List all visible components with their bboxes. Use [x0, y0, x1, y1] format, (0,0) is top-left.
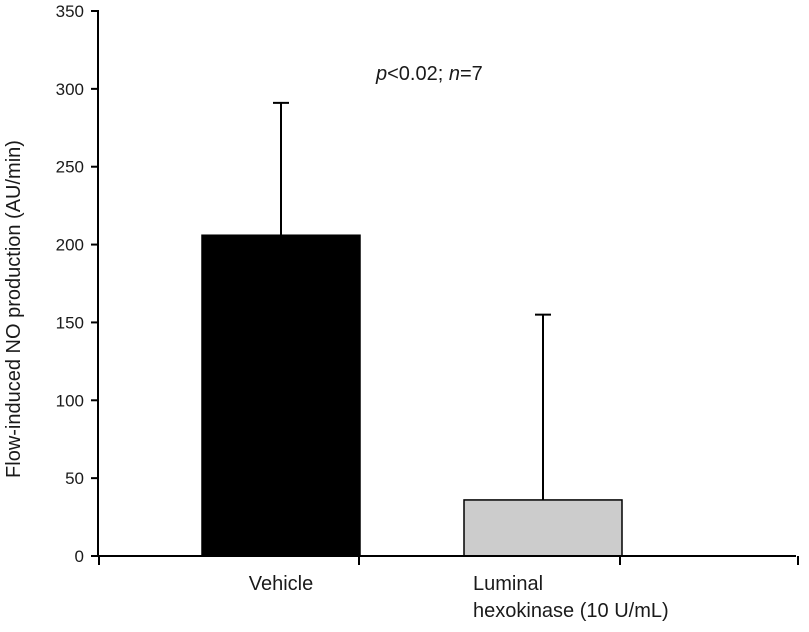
y-axis-title: Flow-induced NO production (AU/min) [3, 140, 25, 478]
y-tick-label-0: 0 [75, 547, 84, 566]
x-category-label-1: Luminal hexokinase (10 U/mL) [473, 573, 669, 622]
x-category-label-0: Vehicle [249, 573, 314, 595]
chart-marks [201, 101, 623, 557]
significance-annotation: p<0.02; n=7 [375, 63, 483, 85]
y-tick-label-6: 300 [56, 80, 84, 99]
bar-0 [201, 234, 361, 557]
y-tick-label-4: 200 [56, 236, 84, 255]
y-tick-label-7: 350 [56, 2, 84, 21]
x-category-label-0-line-0: Vehicle [249, 573, 314, 595]
y-tick-label-2: 100 [56, 391, 84, 410]
y-tick-label-3: 150 [56, 313, 84, 332]
y-tick-label-5: 250 [56, 158, 84, 177]
p-symbol: p [375, 63, 387, 85]
x-category-label-1-line-1: hexokinase (10 U/mL) [473, 600, 669, 622]
bar-1 [463, 499, 623, 557]
chart-axes: 0 50 100 150 200 250 300 350 Vehicle Luminal hexok… [56, 2, 799, 622]
x-category-label-1-line-0: Luminal [473, 573, 543, 595]
n-value: =7 [460, 63, 483, 85]
y-tick-label-1: 50 [65, 469, 84, 488]
n-symbol: n [449, 63, 460, 85]
p-value: <0.02; [387, 63, 449, 85]
